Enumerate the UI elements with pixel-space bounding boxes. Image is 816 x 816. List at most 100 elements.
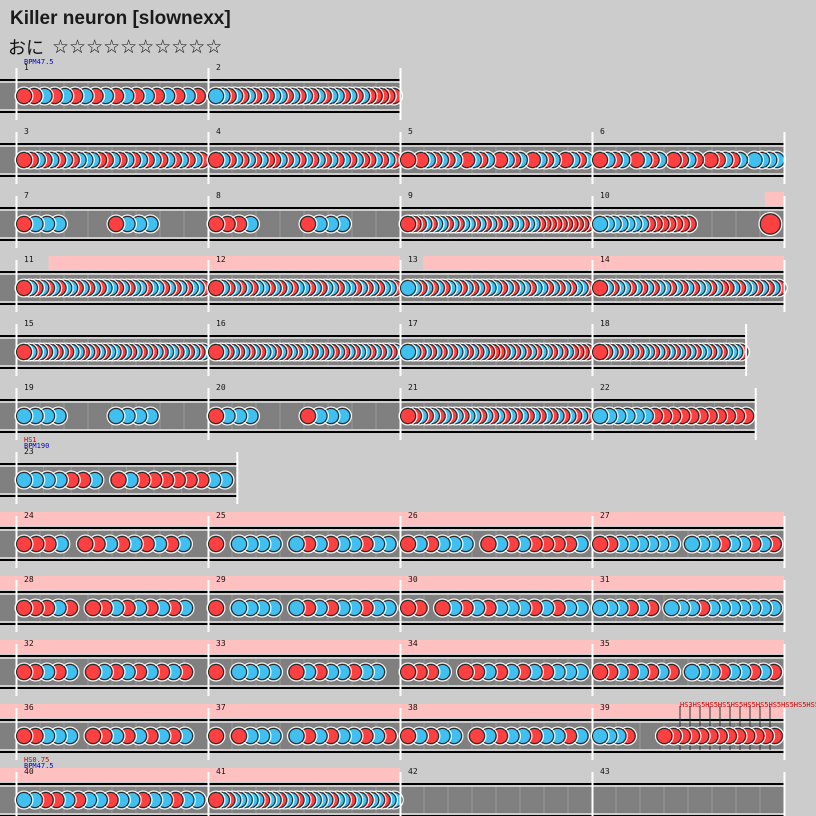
scroll-event: HS3HS5HS5HS5HS5HS5HS5HS5HS5HS5HS5HS5HS45 — [680, 701, 816, 709]
note-rim — [298, 214, 318, 234]
measure-number: 26 — [408, 511, 418, 520]
measure-number: 5 — [408, 127, 413, 136]
don-note — [592, 152, 608, 168]
gogo-strip — [208, 256, 400, 270]
note-rim — [590, 726, 610, 746]
note-rim — [662, 598, 682, 618]
note-rim — [590, 150, 610, 170]
note-rim — [206, 150, 226, 170]
ka-note — [592, 408, 608, 424]
don-note — [592, 344, 608, 360]
note-rim — [14, 790, 34, 810]
note-rim — [206, 278, 226, 298]
gogo-strip — [208, 640, 400, 654]
note-rim — [398, 342, 418, 362]
note-rim — [229, 534, 249, 554]
don-note — [208, 280, 224, 296]
measure-number: 23 — [24, 447, 34, 456]
note-rim — [14, 534, 34, 554]
note-rim — [206, 86, 226, 106]
don-note — [208, 344, 224, 360]
don-note — [208, 664, 224, 680]
ka-note — [288, 728, 305, 744]
note-rim — [206, 726, 226, 746]
don-note — [656, 728, 673, 744]
measure-number: 33 — [216, 639, 226, 648]
measure-number: 3 — [24, 127, 29, 136]
measure-number: 19 — [24, 383, 34, 392]
ka-note — [684, 664, 700, 680]
measure-number: 20 — [216, 383, 226, 392]
don-note — [16, 600, 32, 616]
don-note — [400, 216, 416, 232]
note-rim — [206, 342, 226, 362]
note-rim — [590, 662, 610, 682]
note-rim — [229, 726, 249, 746]
note-rim — [83, 662, 103, 682]
difficulty-stars: ☆☆☆☆☆☆☆☆☆☆ — [52, 36, 223, 58]
measure-number: 4 — [216, 127, 221, 136]
note-rim — [590, 214, 610, 234]
don-note — [16, 536, 32, 552]
ka-note — [231, 600, 247, 616]
tempo-event: BPM47.5 — [24, 762, 54, 770]
gogo-strip — [592, 640, 784, 654]
don-note — [110, 472, 127, 488]
note-rim — [106, 406, 126, 426]
measure-number: 25 — [216, 511, 226, 520]
measure-number: 16 — [216, 319, 226, 328]
don-note — [592, 280, 608, 296]
note-rim — [83, 726, 103, 746]
note-rim — [206, 662, 226, 682]
note-rim — [14, 278, 34, 298]
difficulty-row: おに ☆☆☆☆☆☆☆☆☆☆ — [8, 36, 223, 59]
note-rim — [206, 214, 226, 234]
gogo-strip — [400, 704, 592, 718]
note-rim — [229, 662, 249, 682]
don-note — [400, 728, 416, 744]
measure-number: 17 — [408, 319, 418, 328]
note-rim — [206, 598, 226, 618]
note-rim — [398, 534, 418, 554]
gogo-strip — [48, 256, 208, 270]
don-note — [208, 600, 224, 616]
don-note — [480, 536, 497, 552]
note-rim — [14, 214, 34, 234]
gogo-strip — [0, 640, 208, 654]
gogo-strip — [208, 512, 400, 526]
don-note — [457, 664, 474, 680]
note-rim — [590, 534, 610, 554]
ka-note — [208, 88, 224, 104]
measure-number: 41 — [216, 767, 226, 776]
ka-note — [288, 600, 305, 616]
note-rim — [398, 214, 418, 234]
note-rim — [14, 598, 34, 618]
gogo-strip — [400, 640, 592, 654]
measure-number: 21 — [408, 383, 418, 392]
note-rim — [287, 726, 306, 746]
note-rim — [456, 662, 475, 682]
measure-number: 2 — [216, 63, 221, 72]
ka-note — [592, 728, 608, 744]
gogo-strip — [208, 768, 400, 782]
note-rim — [14, 406, 34, 426]
note-rim — [206, 790, 226, 810]
tempo-event: BPM47.5 — [24, 58, 54, 66]
gogo-strip — [208, 576, 400, 590]
don-note — [208, 408, 224, 424]
note-rim — [398, 406, 418, 426]
gogo-strip — [423, 256, 592, 270]
note-rim — [654, 726, 674, 746]
don-note — [400, 600, 416, 616]
don-note — [400, 152, 416, 168]
ka-note — [400, 344, 416, 360]
measure-number: 39 — [600, 703, 610, 712]
don-note — [16, 280, 32, 296]
don-note — [16, 344, 32, 360]
note-rim — [682, 534, 702, 554]
don-note — [16, 88, 32, 104]
note-rim — [83, 598, 103, 618]
don-note — [592, 664, 608, 680]
don-note — [400, 536, 416, 552]
